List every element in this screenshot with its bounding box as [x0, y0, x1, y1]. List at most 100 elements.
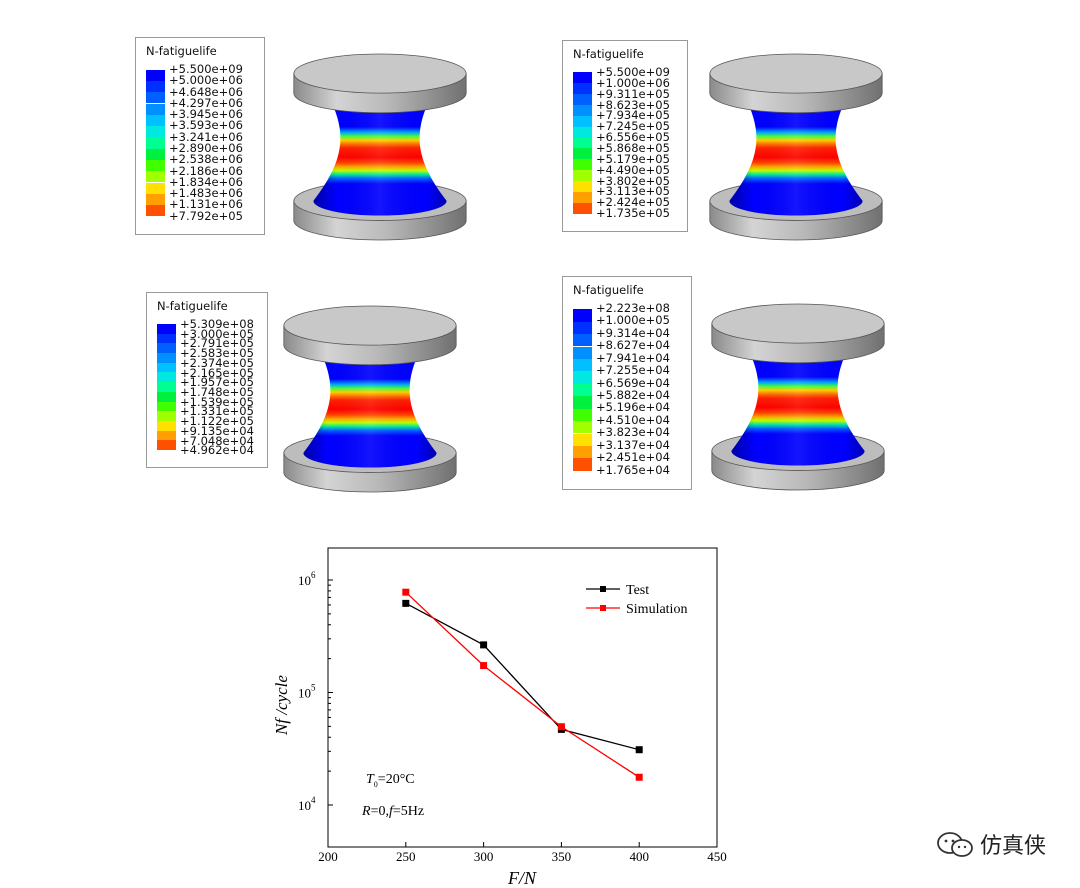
- legend-value: +8.623e+05: [596, 97, 670, 112]
- legend-value: +2.424e+05: [596, 195, 670, 210]
- wechat-icon: [937, 832, 973, 857]
- legend-swatch: [573, 94, 592, 105]
- legend-value: +7.941e+04: [596, 350, 670, 365]
- legend-title: N-fatiguelife: [573, 283, 644, 297]
- legend-swatch: [573, 433, 592, 446]
- legend-swatch: [573, 371, 592, 384]
- legend-swatch: [573, 334, 592, 347]
- legend-value: +3.945e+06: [169, 107, 243, 122]
- legend-value: +7.048e+04: [180, 433, 254, 448]
- legend-value: +9.311e+05: [596, 86, 670, 101]
- legend-value: +2.451e+04: [596, 450, 670, 465]
- legend-marker-simulation: [600, 605, 606, 611]
- contour-legend-2: N-fatiguelife +5.500e+09 +1.000e+06 +9.311…: [562, 40, 688, 232]
- plot-frame: [327, 547, 718, 848]
- legend-swatch: [146, 80, 165, 93]
- data-point-simulation: [480, 662, 488, 670]
- legend-swatch: [146, 193, 165, 206]
- legend-swatch: [573, 202, 592, 214]
- legend-value: +3.823e+04: [596, 425, 670, 440]
- legend-value: +2.890e+06: [169, 141, 243, 155]
- legend-value: +7.255e+04: [596, 363, 670, 378]
- series-line-test: [405, 602, 640, 751]
- legend-value: +3.802e+05: [596, 173, 670, 188]
- legend-swatch: [573, 170, 592, 181]
- legend-value: +1.748e+05: [180, 385, 254, 399]
- legend-title: N-fatiguelife: [146, 44, 217, 58]
- legend-value: +2.223e+08: [596, 301, 670, 315]
- legend-swatch: [157, 411, 176, 421]
- x-tick-label: 200: [318, 849, 338, 864]
- legend-value: +2.186e+06: [169, 163, 243, 178]
- legend-value: +1.765e+04: [596, 462, 670, 477]
- legend-swatch: [157, 343, 176, 353]
- legend-swatch: [146, 137, 165, 149]
- legend-value: +7.245e+05: [596, 119, 670, 134]
- contour-legend-4: N-fatiguelife +2.223e+08 +1.000e+05 +9.314…: [562, 276, 692, 490]
- legend-value: +1.957e+05: [180, 375, 254, 390]
- x-tick-label: 400: [629, 849, 649, 864]
- y-tick-label: 105: [298, 683, 316, 701]
- legend-swatch: [146, 182, 165, 194]
- legend-value: +3.000e+05: [180, 326, 254, 341]
- legend-swatch: [157, 333, 176, 344]
- legend-swatch: [157, 323, 176, 334]
- legend-swatch: [146, 114, 165, 127]
- legend-swatch: [146, 171, 165, 183]
- legend-value: +5.882e+04: [596, 388, 670, 402]
- data-point-test: [480, 641, 488, 649]
- legend-value: +4.510e+04: [596, 412, 670, 427]
- legend-swatch: [573, 346, 592, 359]
- legend-swatch: [573, 408, 592, 422]
- legend-value: +3.137e+04: [596, 437, 670, 452]
- legend-value: +5.179e+05: [596, 151, 670, 166]
- legend-value: +3.593e+06: [169, 118, 243, 133]
- legend-swatch: [146, 126, 165, 138]
- legend-swatch: [146, 69, 165, 81]
- legend-swatch: [573, 83, 592, 95]
- legend-swatch: [157, 391, 176, 402]
- legend-swatch: [157, 421, 176, 431]
- legend-value: +7.792e+05: [169, 208, 243, 223]
- legend-swatch: [573, 72, 592, 84]
- legend-value: +3.241e+06: [169, 129, 243, 144]
- legend-value: +1.483e+06: [169, 186, 243, 201]
- specimen-4: [711, 303, 885, 491]
- legend-label-simulation: Simulation: [626, 602, 687, 617]
- legend-value: +5.309e+08: [180, 317, 254, 331]
- contour-legend-3: N-fatiguelife +5.309e+08 +3.000e+05 +2.791…: [146, 292, 268, 468]
- x-tick-label: 300: [474, 849, 494, 864]
- legend-swatch: [146, 159, 165, 172]
- legend-swatch: [573, 191, 592, 203]
- legend-swatch: [573, 148, 592, 160]
- legend-value: +4.297e+06: [169, 95, 243, 110]
- data-point-simulation: [557, 723, 565, 731]
- chart-legend: Test Simulation: [586, 583, 687, 617]
- legend-value: +3.113e+05: [596, 184, 670, 199]
- legend-swatch: [573, 105, 592, 116]
- specimen-1: [293, 53, 467, 241]
- specimen-2: [709, 53, 883, 241]
- legend-value: +4.962e+04: [180, 443, 254, 458]
- legend-swatch: [157, 372, 176, 383]
- legend-marker-test: [600, 586, 606, 592]
- legend-swatch: [573, 181, 592, 192]
- y-axis-title: Nf /cycle: [272, 675, 291, 736]
- legend-value: +9.314e+04: [596, 325, 670, 340]
- legend-swatch: [573, 445, 592, 459]
- legend-swatch: [573, 321, 592, 335]
- legend-swatch: [157, 401, 176, 412]
- legend-value: +1.122e+05: [180, 414, 254, 429]
- legend-swatch: [157, 362, 176, 373]
- y-tick-label: 104: [298, 795, 316, 813]
- annotation-temperature: T0=20°C: [366, 772, 415, 789]
- legend-title: N-fatiguelife: [573, 47, 644, 61]
- legend-swatch: [157, 430, 176, 441]
- legend-swatch: [573, 126, 592, 138]
- specimen-3: [283, 305, 457, 493]
- legend-swatch: [573, 396, 592, 409]
- legend-value: +2.583e+05: [180, 346, 254, 361]
- legend-value: +6.556e+05: [596, 130, 670, 145]
- legend-swatch: [573, 383, 592, 397]
- legend-value: +5.000e+06: [169, 73, 243, 88]
